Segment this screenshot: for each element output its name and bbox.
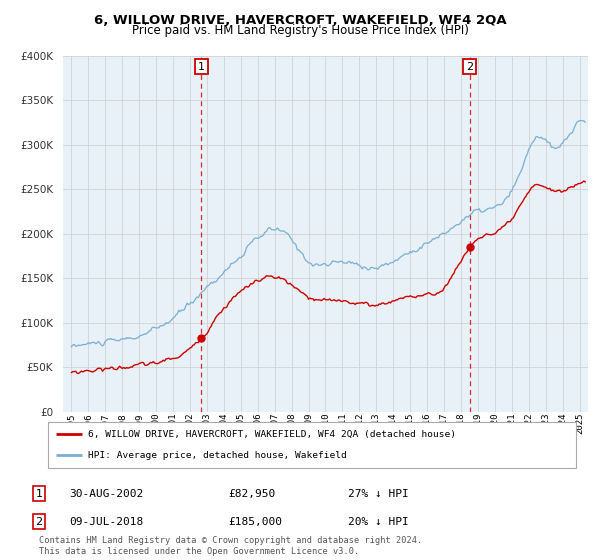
Text: 27% ↓ HPI: 27% ↓ HPI bbox=[348, 489, 409, 499]
Text: £82,950: £82,950 bbox=[228, 489, 275, 499]
Text: Contains HM Land Registry data © Crown copyright and database right 2024.
This d: Contains HM Land Registry data © Crown c… bbox=[39, 536, 422, 556]
Text: 09-JUL-2018: 09-JUL-2018 bbox=[69, 517, 143, 527]
Text: 1: 1 bbox=[198, 62, 205, 72]
FancyBboxPatch shape bbox=[48, 422, 576, 468]
Text: 2: 2 bbox=[35, 517, 43, 527]
Text: £185,000: £185,000 bbox=[228, 517, 282, 527]
Text: 1: 1 bbox=[35, 489, 43, 499]
Text: 30-AUG-2002: 30-AUG-2002 bbox=[69, 489, 143, 499]
Text: 6, WILLOW DRIVE, HAVERCROFT, WAKEFIELD, WF4 2QA (detached house): 6, WILLOW DRIVE, HAVERCROFT, WAKEFIELD, … bbox=[88, 430, 455, 438]
Text: 2: 2 bbox=[466, 62, 473, 72]
Text: HPI: Average price, detached house, Wakefield: HPI: Average price, detached house, Wake… bbox=[88, 451, 346, 460]
Text: Price paid vs. HM Land Registry's House Price Index (HPI): Price paid vs. HM Land Registry's House … bbox=[131, 24, 469, 37]
Text: 6, WILLOW DRIVE, HAVERCROFT, WAKEFIELD, WF4 2QA: 6, WILLOW DRIVE, HAVERCROFT, WAKEFIELD, … bbox=[94, 14, 506, 27]
Text: 20% ↓ HPI: 20% ↓ HPI bbox=[348, 517, 409, 527]
